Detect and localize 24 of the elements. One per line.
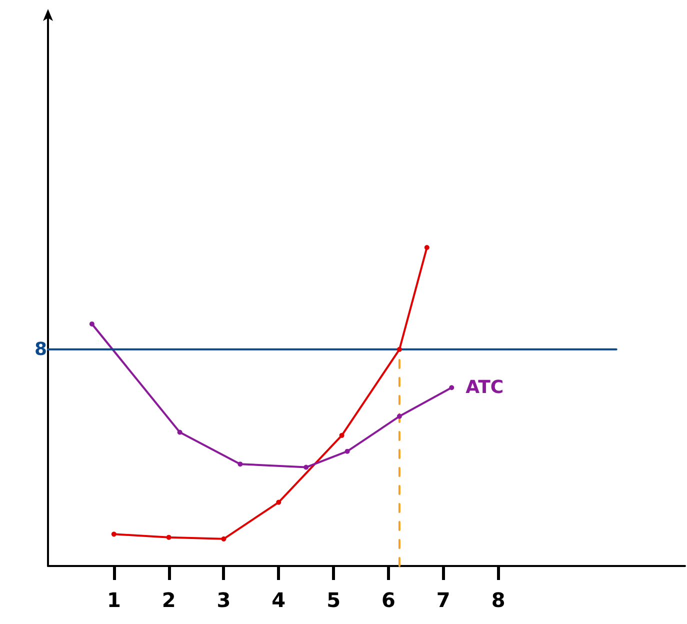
series-label: ATC xyxy=(466,377,504,398)
x-tick-label: 8 xyxy=(491,588,506,612)
x-tick-label: 5 xyxy=(326,588,341,612)
point xyxy=(344,448,350,454)
series-label: 8 xyxy=(34,338,47,360)
point xyxy=(424,245,430,250)
point xyxy=(449,385,454,390)
point xyxy=(177,430,182,435)
point xyxy=(238,462,243,467)
point xyxy=(304,464,309,470)
x-tick-label: 2 xyxy=(162,588,176,612)
point xyxy=(221,536,226,542)
point xyxy=(111,532,116,537)
x-tick-label: 4 xyxy=(272,588,286,612)
point xyxy=(89,321,94,326)
x-tick-label: 3 xyxy=(216,588,231,612)
point xyxy=(396,346,402,352)
point xyxy=(396,414,402,419)
x-tick-label: 1 xyxy=(106,588,121,612)
x-tick-label: 6 xyxy=(382,588,396,612)
point xyxy=(166,534,172,540)
point xyxy=(339,432,344,438)
x-tick-label: 7 xyxy=(436,588,450,612)
point xyxy=(276,500,282,505)
